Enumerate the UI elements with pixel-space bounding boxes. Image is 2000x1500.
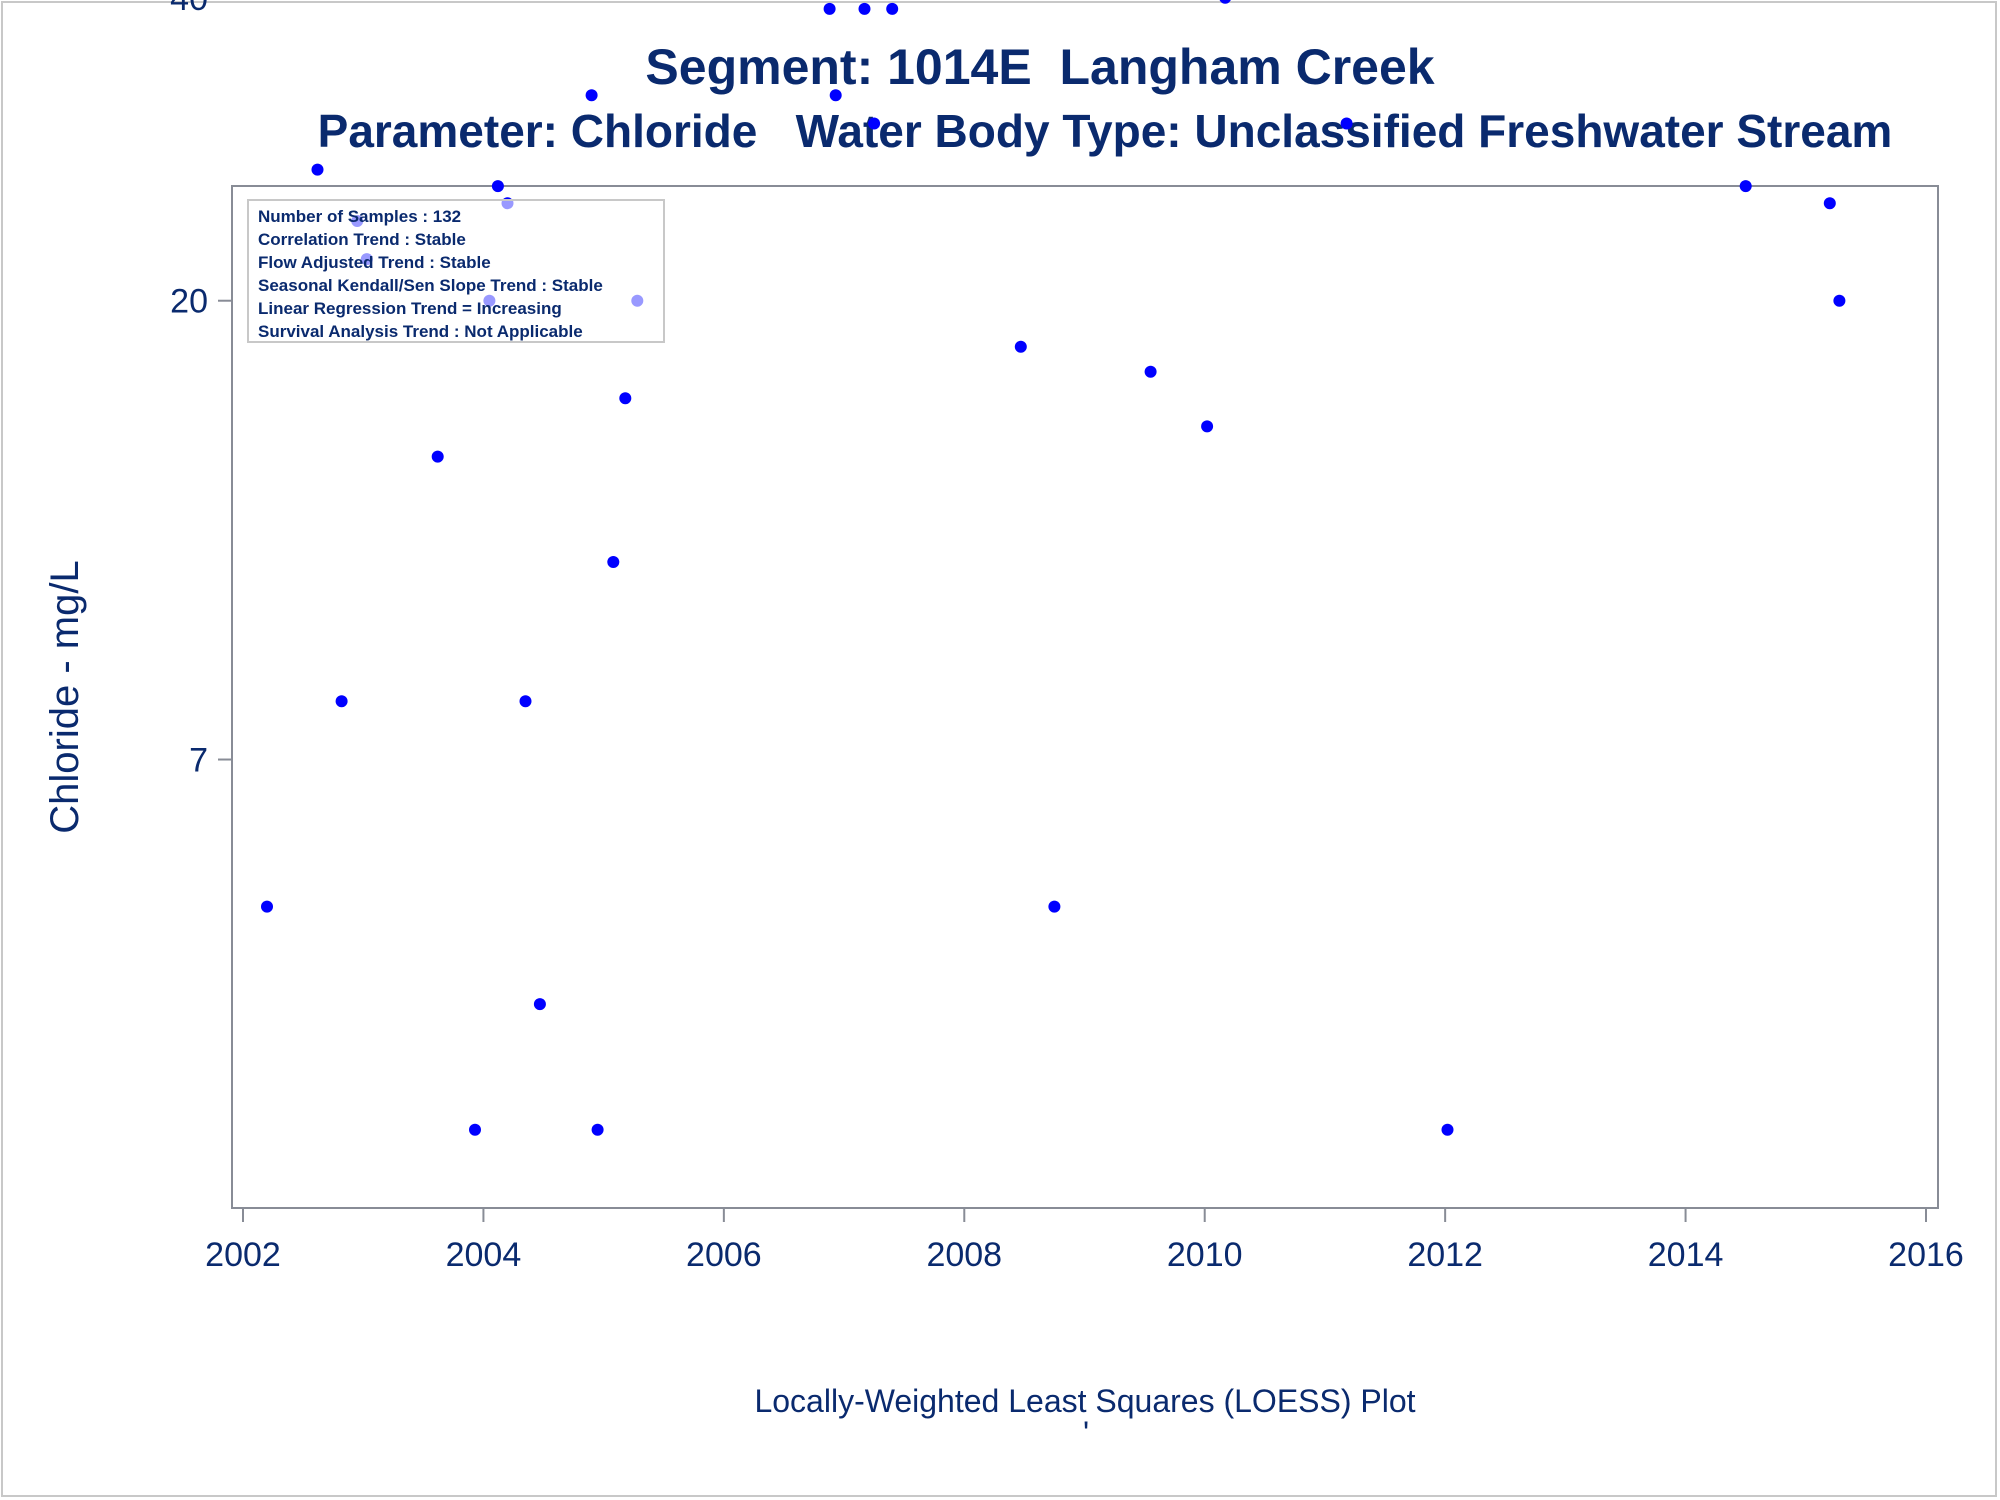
plot-frame [231, 185, 1939, 1209]
footnote: Locally-Weighted Least Squares (LOESS) P… [754, 1383, 1415, 1419]
data-point [858, 2, 871, 15]
x-tick-label: 2014 [1648, 1236, 1724, 1274]
data-point [619, 392, 632, 405]
x-tick-label: 2002 [205, 1236, 281, 1274]
data-point [491, 180, 504, 193]
stats-line: Seasonal Kendall/Sen Slope Trend : Stabl… [258, 276, 603, 295]
data-point [1201, 420, 1214, 433]
stats-line: Flow Adjusted Trend : Stable [258, 253, 491, 272]
scatter-point-layer [261, 0, 1846, 1136]
y-axis: 720406080100120 [170, 0, 232, 780]
data-point [607, 556, 620, 568]
chart-subtitle: Parameter: Chloride Water Body Type: Unc… [317, 105, 1893, 157]
stats-box-frame [247, 199, 665, 343]
data-point [533, 998, 546, 1011]
x-tick-label: 2004 [446, 1236, 522, 1274]
data-point [469, 1123, 481, 1136]
x-tick-label: 2008 [926, 1236, 1002, 1274]
y-tick-label: 40 [170, 0, 208, 18]
data-point [1340, 117, 1353, 130]
stats-line: Linear Regression Trend = Increasing [258, 299, 562, 318]
footnote-mark: ' [1083, 1415, 1089, 1451]
data-point [1823, 197, 1836, 210]
data-point [1833, 294, 1846, 307]
data-point [431, 450, 444, 463]
x-tick-label: 2016 [1888, 1236, 1964, 1274]
stats-line: Survival Analysis Trend : Not Applicable [258, 322, 583, 341]
data-point [519, 695, 532, 708]
stats-line: Correlation Trend : Stable [258, 230, 466, 249]
y-tick-label: 20 [170, 283, 208, 321]
y-tick-label: 7 [189, 742, 208, 780]
data-point [1219, 0, 1231, 4]
data-point [823, 2, 836, 15]
x-tick-label: 2010 [1167, 1236, 1243, 1274]
chart-title: Segment: 1014E Langham Creek [645, 39, 1435, 95]
data-point [311, 163, 324, 176]
data-point [868, 117, 881, 130]
data-point [261, 900, 273, 913]
data-point [591, 1123, 604, 1136]
data-point [1048, 900, 1061, 913]
data-point [1014, 340, 1027, 353]
y-axis-label: Chloride - mg/L [43, 560, 87, 833]
data-point [1144, 365, 1157, 378]
data-point [1739, 180, 1752, 193]
x-axis: 2002 2004 2006 2008 2010 2012 2014 2016 [205, 1208, 1964, 1274]
stats-box: Number of Samples : 132 Correlation Trend… [247, 199, 665, 343]
data-point [335, 695, 348, 708]
data-point [886, 2, 899, 15]
x-tick-label: 2006 [686, 1236, 762, 1274]
data-point [585, 89, 598, 102]
stats-line: Number of Samples : 132 [258, 207, 461, 226]
data-point [829, 89, 842, 102]
data-point [1441, 1123, 1454, 1136]
x-tick-label: 2012 [1407, 1236, 1483, 1274]
